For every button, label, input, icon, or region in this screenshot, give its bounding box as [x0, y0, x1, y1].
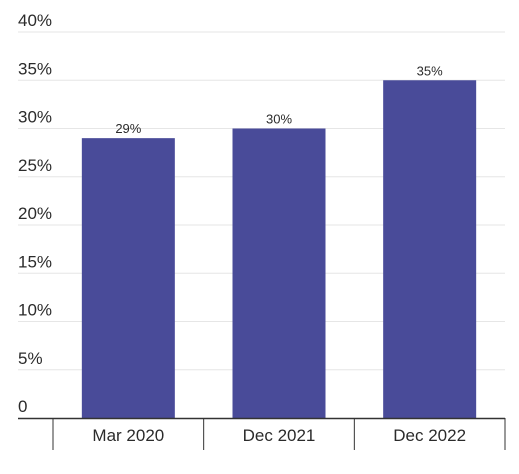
- y-tick-label: 40%: [18, 11, 52, 30]
- data-labels: 29% 30% 35%: [115, 63, 443, 136]
- y-tick-label: 20%: [18, 204, 52, 223]
- x-category-label: Mar 2020: [92, 426, 164, 445]
- bar-value-label: 29%: [115, 121, 141, 136]
- y-tick-label: 30%: [18, 108, 52, 127]
- bar: [81, 138, 175, 418]
- y-tick-label: 15%: [18, 252, 52, 271]
- bars: [81, 80, 477, 418]
- y-tick-label: 10%: [18, 301, 52, 320]
- bar-value-label: 30%: [266, 112, 292, 127]
- x-category-label: Dec 2022: [393, 426, 466, 445]
- y-tick-label: 0: [18, 397, 27, 416]
- y-axis-ticks: 0 5% 10% 15% 20% 25% 30% 35% 40%: [18, 11, 52, 416]
- y-tick-label: 25%: [18, 156, 52, 175]
- bar: [383, 80, 477, 418]
- y-tick-label: 35%: [18, 59, 52, 78]
- x-category-label: Dec 2021: [243, 426, 316, 445]
- bar: [232, 128, 326, 418]
- x-axis-categories: Mar 2020 Dec 2021 Dec 2022: [92, 426, 466, 445]
- y-tick-label: 5%: [18, 349, 43, 368]
- x-axis: [18, 417, 506, 450]
- bar-value-label: 35%: [417, 63, 443, 78]
